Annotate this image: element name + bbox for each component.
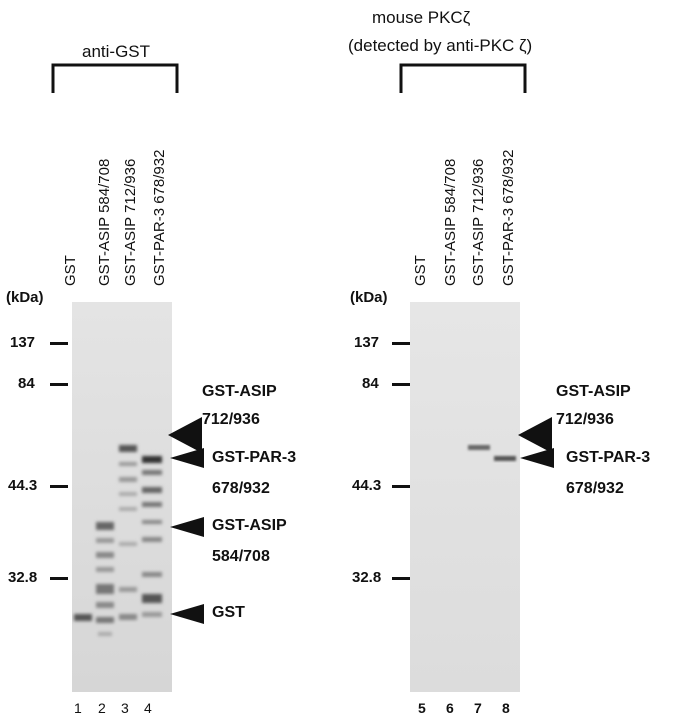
right-marker-32: 32.8 (352, 569, 382, 586)
right-marker-tick (392, 577, 410, 580)
left-annotation-asip-584-name: GST-ASIP (212, 517, 287, 534)
right-marker-tick (392, 342, 410, 345)
left-marker-tick (50, 342, 68, 345)
right-lane-label-8: GST-PAR-3 678/932 (500, 149, 517, 286)
right-annotation-par3-range: 678/932 (566, 480, 624, 497)
left-kda-label: (kDa) (6, 289, 44, 306)
left-bracket (51, 63, 179, 93)
right-lane-number: 7 (474, 700, 482, 716)
left-annotation-gst: GST (212, 604, 245, 621)
right-lane-number: 6 (446, 700, 454, 716)
right-lane-number: 5 (418, 700, 426, 716)
left-annotation-asip-584-range: 584/708 (212, 548, 270, 565)
right-lane-number: 8 (502, 700, 510, 716)
right-kda-label: (kDa) (350, 289, 388, 306)
right-marker-tick (392, 383, 410, 386)
left-annotation-asip-712-range: 712/936 (202, 411, 260, 428)
left-marker-44: 44.3 (8, 477, 38, 494)
right-panel-title: mouse PKCζ (372, 8, 471, 27)
left-lane-number: 3 (121, 700, 129, 716)
left-annotation-par3-range: 678/932 (212, 480, 270, 497)
left-lane-number: 1 (74, 700, 82, 716)
left-gel-blot (72, 302, 172, 692)
left-lane-label-4: GST-PAR-3 678/932 (151, 149, 168, 286)
right-marker-44: 44.3 (352, 477, 382, 494)
right-marker-137: 137 (354, 334, 380, 351)
left-marker-tick (50, 577, 68, 580)
left-lane-label-2: GST-ASIP 584/708 (96, 158, 113, 286)
right-lane-label-6: GST-ASIP 584/708 (442, 158, 459, 286)
left-panel-title: anti-GST (82, 42, 151, 61)
left-annotation-asip-712-name: GST-ASIP (202, 383, 277, 400)
arrowhead-icon (168, 417, 202, 453)
arrowhead-icon (518, 417, 552, 453)
left-lane-number: 4 (144, 700, 152, 716)
right-annotation-asip-712-range: 712/936 (556, 411, 614, 428)
left-marker-137: 137 (10, 334, 36, 351)
arrowhead-icon (170, 604, 204, 624)
left-marker-32: 32.8 (8, 569, 38, 586)
right-bracket (399, 63, 527, 93)
arrowhead-icon (170, 448, 204, 468)
left-lane-label-1: GST (62, 255, 79, 286)
arrowhead-icon (170, 517, 204, 537)
left-lane-label-3: GST-ASIP 712/936 (122, 158, 139, 286)
right-annotation-par3-name: GST-PAR-3 (566, 449, 651, 466)
right-lane-label-5: GST (412, 255, 429, 286)
left-annotation-par3-name: GST-PAR-3 (212, 449, 297, 466)
left-marker-tick (50, 383, 68, 386)
left-marker-84: 84 (18, 375, 35, 392)
right-panel-subtitle: (detected by anti-PKC ζ) (348, 36, 533, 55)
left-lane-number: 2 (98, 700, 106, 716)
left-marker-tick (50, 485, 68, 488)
arrowhead-icon (520, 448, 554, 468)
right-lane-label-7: GST-ASIP 712/936 (470, 158, 487, 286)
right-gel-blot (410, 302, 520, 692)
right-annotation-asip-712-name: GST-ASIP (556, 383, 631, 400)
right-marker-84: 84 (362, 375, 379, 392)
right-marker-tick (392, 485, 410, 488)
